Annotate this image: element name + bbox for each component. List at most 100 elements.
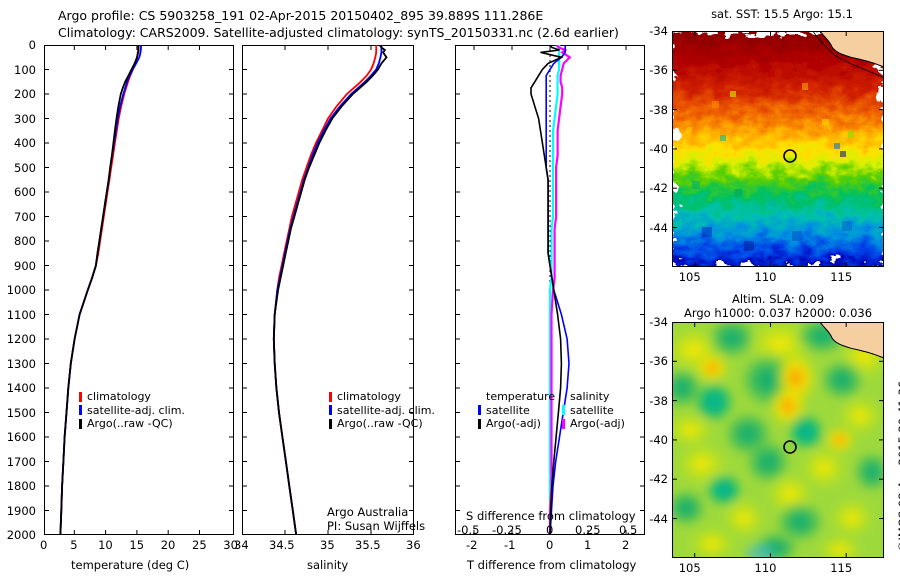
legend-label: Argo(..raw -QC) xyxy=(87,417,173,430)
sla-map-plot xyxy=(672,322,884,558)
difference-salinity-satellite-curve xyxy=(548,45,561,535)
temperature-xtick: 20 xyxy=(160,538,176,552)
legend-label: Argo(..raw -QC) xyxy=(337,417,423,430)
sst-ytick: -40 xyxy=(649,141,668,156)
difference-s-xtick: 0 xyxy=(546,523,554,537)
argo-float-marker xyxy=(783,149,797,163)
difference-t-xtick: 2 xyxy=(622,538,630,552)
difference-t-xtick: -1 xyxy=(504,538,516,552)
sla-map-title-line2: Argo h1000: 0.037 h2000: 0.036 xyxy=(683,306,873,320)
difference-t-xtick: 0 xyxy=(546,538,554,552)
legend-swatch-salinity-satellite xyxy=(562,405,565,416)
legend-header-temperature: temperature xyxy=(486,390,556,403)
sst-xtick: 110 xyxy=(754,270,777,284)
difference-salinity-argo-curve xyxy=(548,45,572,535)
pi-label: PI: Susan Wijffels xyxy=(327,519,426,533)
legend-item-climatology: climatology xyxy=(329,390,435,404)
legend-label: climatology xyxy=(337,390,401,403)
difference-plot xyxy=(455,45,645,535)
legend-label: satellite-adj. clim. xyxy=(337,403,435,417)
legend-item-argo: Argo(..raw -QC) xyxy=(79,417,185,431)
temperature-legend: climatology satellite-adj. clim. Argo(..… xyxy=(79,390,185,431)
legend-item-temperature-satellite: satellite xyxy=(478,404,555,418)
difference-s-xtick: 0.5 xyxy=(619,523,638,537)
legend-label: satellite xyxy=(570,403,614,417)
sla-xtick: 110 xyxy=(754,561,777,575)
legend-label: satellite xyxy=(486,403,530,417)
bathymetry-contour xyxy=(812,31,884,79)
temperature-xtick: 5 xyxy=(70,538,78,552)
depth-tick: 1200 xyxy=(6,332,36,346)
temperature-xtick: 10 xyxy=(98,538,113,552)
difference-t-xtick: 1 xyxy=(584,538,592,552)
temperature-plot xyxy=(44,45,234,535)
depth-tick: 1800 xyxy=(6,479,36,493)
temperature-panel xyxy=(44,45,234,535)
plot-title-line1: Argo profile: CS 5903258_191 02-Apr-2015… xyxy=(58,8,544,23)
legend-swatch-argo xyxy=(329,418,332,429)
temperature-xtick: 30 xyxy=(223,538,238,552)
depth-tick: 1900 xyxy=(6,503,36,518)
difference-t-axis-label: T difference from climatology xyxy=(467,558,637,572)
sla-xtick: 115 xyxy=(830,561,853,575)
sla-ytick: -36 xyxy=(649,354,668,369)
sla-ytick: -38 xyxy=(649,393,668,408)
difference-s-xtick: 0.25 xyxy=(575,523,601,537)
sst-ytick: -42 xyxy=(649,181,668,196)
coastline xyxy=(819,31,884,68)
salinity-legend: climatology satellite-adj. clim. Argo(..… xyxy=(329,390,435,431)
temperature-xtick: 0 xyxy=(40,538,48,552)
legend-swatch-argo xyxy=(79,418,82,429)
difference-legend-salinity: salinity satellite Argo(-adj) xyxy=(562,390,625,431)
salinity-xtick: 34.5 xyxy=(269,538,295,552)
difference-s-axis-label: S difference from climatology xyxy=(466,509,636,523)
sla-ytick: -34 xyxy=(649,315,668,329)
depth-tick: 300 xyxy=(14,111,36,126)
sla-ytick: -44 xyxy=(649,511,668,526)
sst-ytick: -36 xyxy=(649,63,668,78)
argo-australia-annotation: Argo Australia PI: Susan Wijffels xyxy=(327,505,425,533)
depth-tick: 1400 xyxy=(6,381,36,395)
sla-map-yaxis-labels: -34 -36 -38 -40 -42 -44 xyxy=(640,315,670,558)
depth-tick: 2000 xyxy=(6,528,36,542)
legend-header-salinity: salinity xyxy=(570,390,610,403)
sst-map xyxy=(672,31,884,267)
legend-swatch-climatology xyxy=(329,391,332,402)
legend-item-climatology: climatology xyxy=(79,390,185,404)
legend-item-argo: Argo(..raw -QC) xyxy=(329,417,435,431)
copyright-text: ©IMOS 08-Apr-2015 20:41:36 xyxy=(896,380,900,552)
program-label: Argo Australia xyxy=(327,505,409,519)
legend-label: Argo(-adj) xyxy=(486,417,541,430)
depth-tick: 400 xyxy=(14,136,36,150)
depth-tick: 800 xyxy=(14,234,36,248)
legend-swatch-satellite-adj xyxy=(329,405,332,416)
depth-tick: 500 xyxy=(14,160,36,175)
salinity-xtick: 36 xyxy=(406,538,421,552)
salinity-plot xyxy=(242,45,414,535)
sst-ytick: -38 xyxy=(649,102,668,117)
legend-item-salinity-satellite: satellite xyxy=(562,404,625,418)
depth-tick: 0 xyxy=(28,38,36,52)
difference-t-xtick: -2 xyxy=(466,538,478,552)
legend-item-salinity-argo: Argo(-adj) xyxy=(562,417,625,431)
difference-legend-temperature: temperature satellite Argo(-adj) xyxy=(478,390,555,431)
depth-tick: 200 xyxy=(14,87,36,101)
sst-map-title: sat. SST: 15.5 Argo: 15.1 xyxy=(711,7,853,21)
depth-tick: 1300 xyxy=(6,356,36,371)
legend-swatch-salinity-argo xyxy=(562,418,565,429)
depth-tick: 1100 xyxy=(6,307,36,322)
legend-swatch-climatology xyxy=(79,391,82,402)
argo-float-marker xyxy=(783,440,797,454)
legend-label: satellite-adj. clim. xyxy=(87,403,185,417)
sla-xtick: 105 xyxy=(678,561,701,575)
depth-tick: 1600 xyxy=(6,430,36,444)
sla-map xyxy=(672,322,884,558)
sla-ytick: -42 xyxy=(649,472,668,487)
difference-s-xtick: -0.25 xyxy=(492,523,522,537)
depth-tick: 700 xyxy=(14,209,36,224)
depth-tick: 1500 xyxy=(6,405,36,420)
legend-item-satellite-adj: satellite-adj. clim. xyxy=(329,404,435,418)
depth-tick: 100 xyxy=(14,62,36,77)
temperature-xtick: 15 xyxy=(129,538,145,552)
salinity-panel xyxy=(242,45,414,535)
